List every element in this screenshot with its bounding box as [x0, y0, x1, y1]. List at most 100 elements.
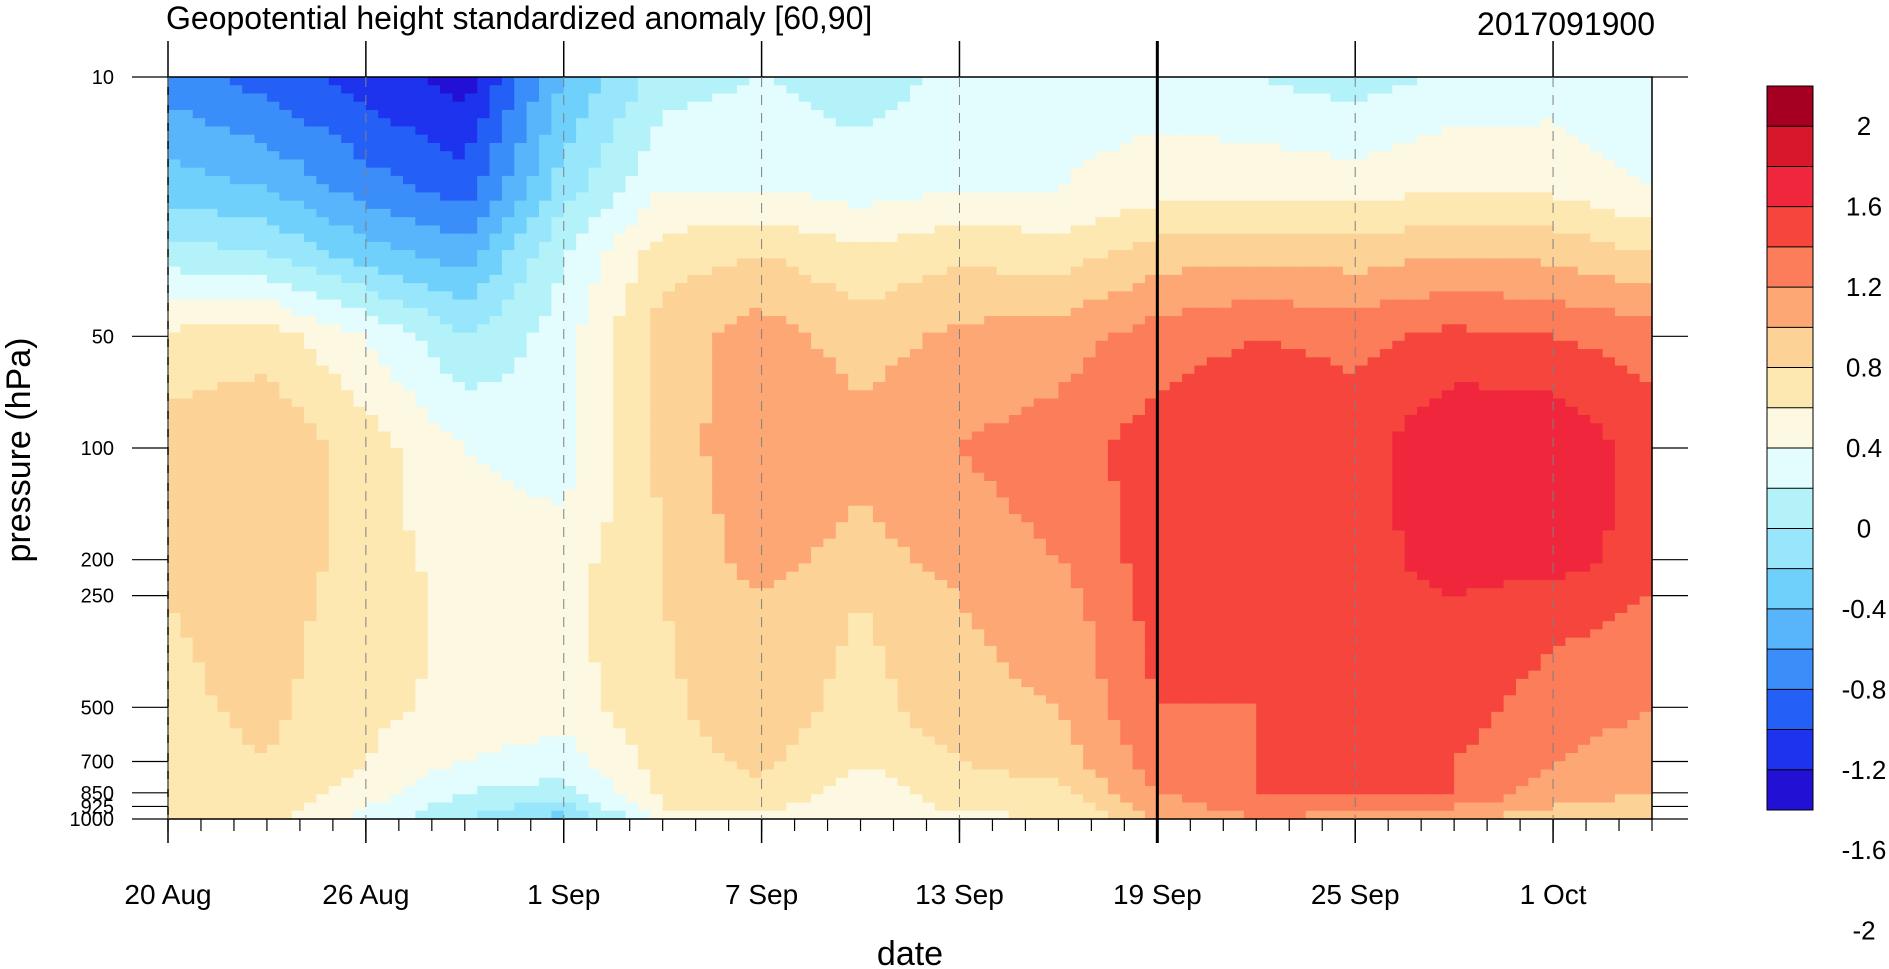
field-cell: [168, 159, 181, 169]
field-cell: [1083, 192, 1097, 202]
field-cell: [1355, 291, 1369, 301]
field-cell: [761, 175, 775, 185]
field-cell: [897, 250, 911, 259]
field-cell: [1367, 283, 1381, 292]
field-cell: [736, 200, 750, 210]
field-cell: [848, 208, 862, 218]
field-cell: [1008, 134, 1022, 144]
field-cell: [712, 398, 726, 408]
field-cell: [1120, 126, 1134, 136]
field-cell: [1281, 208, 1294, 218]
field-cell: [811, 258, 825, 268]
field-cell: [835, 175, 849, 185]
field-cell: [316, 357, 330, 367]
field-cell: [440, 382, 454, 391]
field-cell: [180, 398, 194, 408]
field-cell: [1107, 406, 1121, 416]
field-cell: [291, 398, 305, 408]
field-cell: [947, 316, 961, 325]
field-cell: [1590, 233, 1604, 243]
field-cell: [1095, 307, 1109, 317]
field-cell: [910, 126, 923, 136]
field-cell: [180, 283, 194, 292]
field-cell: [1441, 118, 1455, 128]
field-cell: [860, 184, 874, 194]
field-cell: [773, 365, 787, 375]
field-cell: [637, 233, 651, 243]
field-cell: [427, 415, 441, 424]
field-cell: [279, 217, 293, 226]
field-cell: [699, 85, 713, 95]
field-cell: [675, 118, 688, 128]
field-cell: [922, 126, 936, 136]
field-cell: [1157, 167, 1171, 177]
field-cell: [910, 316, 923, 325]
field-cell: [1565, 77, 1579, 86]
field-cell: [712, 142, 726, 152]
field-cell: [736, 175, 750, 185]
field-cell: [1503, 109, 1517, 119]
field-cell: [1441, 109, 1455, 119]
field-cell: [1614, 118, 1628, 128]
field-cell: [1565, 266, 1579, 276]
field-cell: [1194, 332, 1208, 342]
field-cell: [526, 307, 540, 317]
field-cell: [1577, 208, 1591, 218]
field-cell: [971, 373, 985, 383]
field-cell: [588, 406, 602, 416]
field-cell: [1528, 274, 1542, 284]
field-cell: [402, 398, 416, 408]
field-cell: [1182, 184, 1196, 194]
field-cell: [514, 167, 528, 177]
field-cell: [934, 167, 948, 177]
field-cell: [613, 406, 627, 416]
field-cell: [1231, 299, 1245, 309]
field-cell: [897, 390, 911, 400]
field-cell: [1367, 332, 1381, 342]
field-cell: [823, 200, 837, 210]
field-cell: [378, 93, 392, 103]
field-cell: [1120, 233, 1134, 243]
field-cell: [1515, 365, 1529, 375]
field-cell: [1021, 340, 1035, 350]
field-cell: [217, 109, 231, 119]
field-cell: [1429, 332, 1443, 342]
field-cell: [1318, 184, 1332, 194]
field-cell: [477, 406, 491, 416]
field-cell: [947, 349, 961, 358]
field-cell: [180, 233, 194, 243]
field-cell: [1206, 101, 1220, 111]
field-cell: [390, 415, 404, 424]
field-cell: [749, 382, 763, 391]
field-cell: [625, 93, 639, 103]
field-cell: [279, 258, 293, 268]
field-cell: [205, 382, 219, 391]
field-cell: [1466, 357, 1480, 367]
field-cell: [736, 109, 750, 119]
field-cell: [1342, 324, 1356, 334]
field-cell: [168, 184, 181, 194]
field-cell: [613, 250, 627, 259]
field-cell: [353, 357, 367, 367]
field-cell: [1553, 316, 1567, 325]
field-cell: [341, 340, 355, 350]
field-cell: [440, 291, 454, 301]
field-cell: [600, 217, 614, 226]
field-cell: [1553, 225, 1567, 235]
field-cell: [229, 365, 243, 375]
field-cell: [192, 142, 206, 152]
field-cell: [576, 200, 590, 210]
field-cell: [180, 390, 194, 400]
field-cell: [675, 340, 688, 350]
field-cell: [1157, 118, 1171, 128]
field-cell: [1169, 332, 1183, 342]
field-cell: [551, 340, 565, 350]
field-cell: [1169, 398, 1183, 408]
field-cell: [724, 357, 738, 367]
field-cell: [1182, 159, 1196, 169]
field-cell: [501, 134, 515, 144]
field-cell: [328, 324, 342, 334]
field-cell: [415, 93, 429, 103]
field-cell: [1281, 77, 1294, 86]
field-cell: [291, 283, 305, 292]
